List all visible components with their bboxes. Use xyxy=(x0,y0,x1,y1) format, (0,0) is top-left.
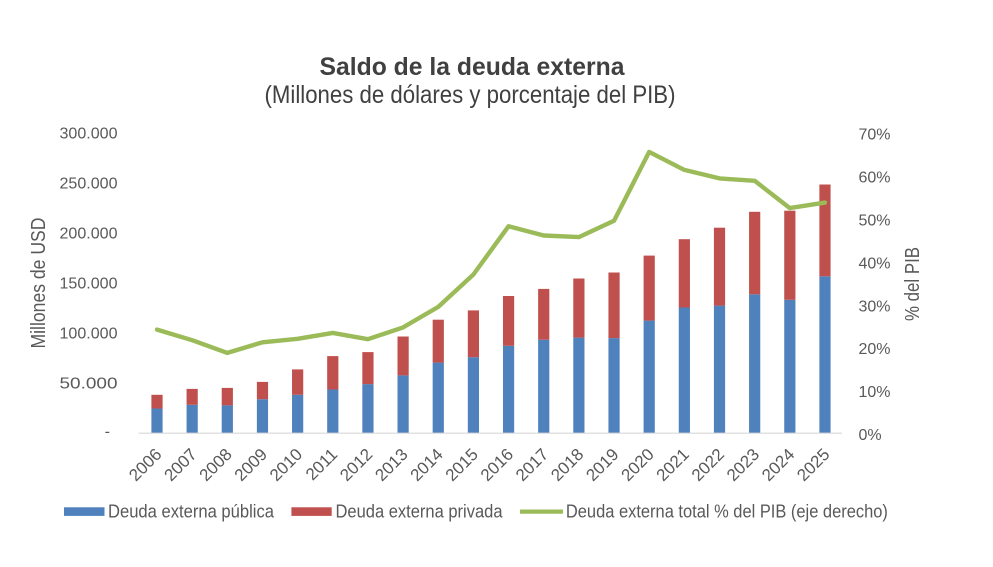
svg-text:60%: 60% xyxy=(859,170,891,187)
svg-text:(Millones de dólares y porcent: (Millones de dólares y porcentaje del PI… xyxy=(265,81,676,109)
svg-text:30%: 30% xyxy=(859,298,891,315)
svg-text:Millones de USD: Millones de USD xyxy=(28,218,50,349)
svg-text:40%: 40% xyxy=(859,255,891,272)
svg-text:70%: 70% xyxy=(859,127,891,144)
svg-text:% del PIB: % del PIB xyxy=(902,247,924,321)
svg-text:Deuda externa pública: Deuda externa pública xyxy=(108,502,275,522)
svg-text:Saldo de la deuda externa: Saldo de la deuda externa xyxy=(320,53,626,81)
svg-text:150.000: 150.000 xyxy=(60,276,118,293)
svg-text:0%: 0% xyxy=(859,427,882,444)
svg-text:100.000: 100.000 xyxy=(60,326,118,343)
svg-text:-: - xyxy=(105,423,110,440)
svg-text:Deuda externa total % del PIB: Deuda externa total % del PIB (eje derec… xyxy=(566,502,888,522)
svg-text:Deuda externa privada: Deuda externa privada xyxy=(336,502,504,522)
svg-text:50.000: 50.000 xyxy=(60,376,118,393)
svg-text:50%: 50% xyxy=(859,213,891,230)
svg-text:10%: 10% xyxy=(859,384,891,401)
svg-text:300.000: 300.000 xyxy=(60,126,118,143)
svg-text:200.000: 200.000 xyxy=(60,226,118,243)
svg-text:250.000: 250.000 xyxy=(60,176,118,193)
svg-text:20%: 20% xyxy=(859,341,891,358)
